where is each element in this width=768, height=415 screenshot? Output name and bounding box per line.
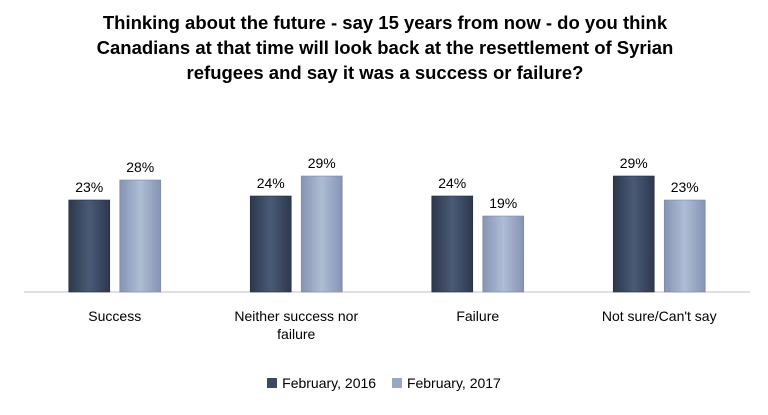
- chart-title-line-2: Canadians at that time will look back at…: [96, 37, 674, 58]
- chart-title: Thinking about the future - say 15 years…: [40, 10, 730, 85]
- legend-swatch-february-2016: [267, 378, 278, 388]
- bar-february-2017-failure: [482, 215, 525, 293]
- bar-february-2017-not-sure-can-t-say: [663, 199, 706, 293]
- category-label-neither-success-nor-failure: Neither success nor failure: [234, 308, 358, 342]
- bar-february-2017-success: [119, 179, 162, 293]
- data-label-february-2016-neither-success-nor-failure: 24%: [257, 175, 285, 191]
- legend-label-february-2016: February, 2016: [282, 375, 377, 391]
- data-label-february-2017-not-sure-can-t-say: 23%: [671, 179, 699, 195]
- bar-february-2016-failure: [431, 195, 474, 293]
- chart-title-line-1: Thinking about the future - say 15 years…: [102, 12, 668, 33]
- data-label-february-2016-not-sure-can-t-say: 29%: [620, 155, 648, 171]
- chart-title-line-3: refugees and say it was a success or fai…: [186, 62, 584, 83]
- bar-february-2016-not-sure-can-t-say: [612, 175, 655, 293]
- bar-february-2016-neither-success-nor-failure: [249, 195, 292, 293]
- legend-item-february-2017: February, 2017: [391, 375, 501, 391]
- legend: February, 2016 February, 2017: [0, 375, 768, 391]
- data-label-february-2017-failure: 19%: [489, 195, 517, 211]
- data-label-february-2016-success: 23%: [75, 179, 103, 195]
- bar-february-2016-success: [68, 199, 111, 293]
- category-label-success: Success: [88, 308, 141, 324]
- bar-february-2017-neither-success-nor-failure: [300, 175, 343, 293]
- legend-swatch-february-2017: [391, 378, 402, 388]
- category-label-failure: Failure: [456, 308, 499, 324]
- data-label-february-2017-success: 28%: [126, 159, 154, 175]
- legend-label-february-2017: February, 2017: [406, 375, 501, 391]
- legend-item-february-2016: February, 2016: [267, 375, 376, 391]
- data-label-february-2017-neither-success-nor-failure: 29%: [308, 155, 336, 171]
- data-label-february-2016-failure: 24%: [438, 175, 466, 191]
- category-label-not-sure-can-t-say: Not sure/Can't say: [602, 308, 717, 324]
